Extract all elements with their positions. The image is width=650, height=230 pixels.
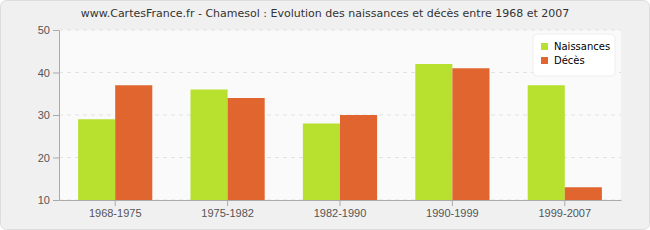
legend-swatch <box>541 57 548 64</box>
tick-label: 40 <box>38 67 50 79</box>
tick-label: 1968-1975 <box>89 207 142 219</box>
bar <box>191 90 228 201</box>
legend-swatch <box>541 43 548 50</box>
bar <box>565 187 602 200</box>
tick: 1990-1999 <box>426 200 479 219</box>
tick-label: 50 <box>38 24 50 36</box>
bar <box>78 119 115 200</box>
tick: 50 <box>38 24 59 36</box>
tick-mark <box>53 73 59 74</box>
tick-label: 1990-1999 <box>426 207 479 219</box>
bar <box>303 124 340 201</box>
legend-item: Naissances <box>541 41 610 52</box>
tick-mark <box>564 200 565 206</box>
tick: 30 <box>38 109 59 121</box>
bar <box>228 98 265 200</box>
tick-mark <box>53 200 59 201</box>
bar <box>415 64 452 200</box>
bar <box>452 68 489 200</box>
legend-item: Décès <box>541 55 585 66</box>
legend-box <box>533 34 615 76</box>
legend: Naissances Décès <box>533 34 615 76</box>
tick-mark <box>53 30 59 31</box>
tick-label: 1982-1990 <box>314 207 367 219</box>
tick-mark <box>452 200 453 206</box>
background <box>1 1 650 230</box>
bar <box>528 85 565 200</box>
tick: 40 <box>38 67 59 79</box>
plot-area <box>59 30 621 200</box>
tick: 1999-2007 <box>538 200 591 219</box>
title: www.CartesFrance.fr - Chamesol : Evoluti… <box>81 7 570 20</box>
bars <box>78 64 602 200</box>
tick-label: 1975-1982 <box>201 207 254 219</box>
tick-mark <box>340 200 341 206</box>
legend-label: Décès <box>554 55 585 66</box>
tick: 1968-1975 <box>89 200 142 219</box>
grid-line <box>59 30 621 31</box>
tick: 10 <box>38 194 59 206</box>
bar <box>340 115 377 200</box>
legend-label: Naissances <box>554 41 610 52</box>
tick-label: 20 <box>38 152 50 164</box>
tick: 1975-1982 <box>201 200 254 219</box>
tick: 1982-1990 <box>314 200 367 219</box>
tick-label: 1999-2007 <box>538 207 591 219</box>
tick-label: 30 <box>38 109 50 121</box>
tick-mark <box>53 158 59 159</box>
tick-mark <box>115 200 116 206</box>
bar <box>115 85 152 200</box>
tick-label: 10 <box>38 194 50 206</box>
axis-line <box>59 31 60 201</box>
plot: 10 20 30 40 50 1968-1975 1975-1982 1982-1990 199… <box>38 24 622 219</box>
grid <box>59 30 621 200</box>
tick-mark <box>227 200 228 206</box>
tick-mark <box>53 115 59 116</box>
x-axis: 1968-1975 1975-1982 1982-1990 1990-1999 1999… <box>60 200 622 219</box>
y-axis: 10 20 30 40 50 <box>38 24 60 206</box>
chart: www.CartesFrance.fr - Chamesol : Evoluti… <box>0 0 650 230</box>
tick: 20 <box>38 152 59 164</box>
